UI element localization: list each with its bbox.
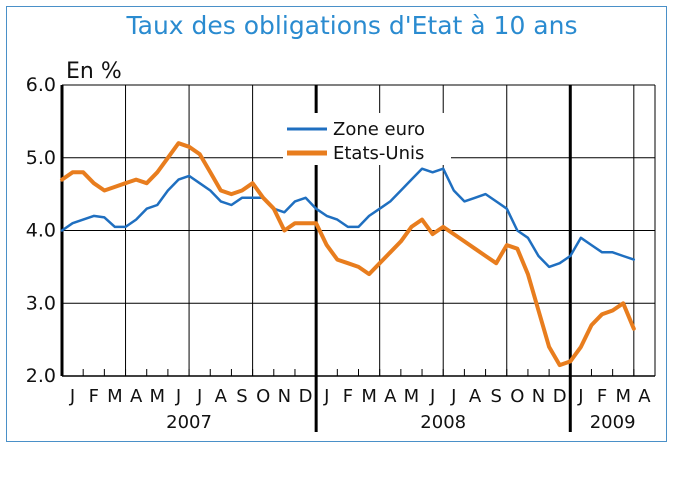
month-label: F xyxy=(597,386,607,407)
y-tick-label: 3.0 xyxy=(26,292,56,314)
y-tick-label: 6.0 xyxy=(26,74,56,96)
month-label: N xyxy=(278,386,291,407)
month-label: M xyxy=(150,386,166,407)
month-label: A xyxy=(384,386,397,407)
month-label: O xyxy=(256,386,270,407)
month-label: J xyxy=(429,386,435,407)
month-label: D xyxy=(553,386,567,407)
month-label: S xyxy=(490,386,501,407)
y-tick-label: 5.0 xyxy=(26,147,56,169)
month-label: O xyxy=(510,386,524,407)
series-line xyxy=(60,167,636,269)
month-label: J xyxy=(69,386,75,407)
month-label: J xyxy=(450,386,456,407)
y-tick-label: 4.0 xyxy=(26,220,56,242)
month-label: M xyxy=(361,386,377,407)
series-lines xyxy=(60,141,636,368)
month-label: F xyxy=(343,386,353,407)
month-label: J xyxy=(577,386,583,407)
month-label: M xyxy=(404,386,420,407)
month-label: S xyxy=(236,386,247,407)
month-label: J xyxy=(175,386,181,407)
month-label: J xyxy=(196,386,202,407)
legend: Zone euro Etats-Unis xyxy=(283,113,451,165)
month-label: D xyxy=(299,386,313,407)
month-label: M xyxy=(615,386,631,407)
legend-label: Etats-Unis xyxy=(333,143,424,164)
legend-background xyxy=(283,113,451,165)
month-label: M xyxy=(107,386,123,407)
month-label: J xyxy=(323,386,329,407)
unit-label: En % xyxy=(66,59,122,84)
chart-title: Taux des obligations d'Etat à 10 ans xyxy=(126,11,578,40)
year-label: 2008 xyxy=(420,412,466,433)
month-label: F xyxy=(89,386,99,407)
year-label: 2007 xyxy=(166,412,212,433)
chart-frame xyxy=(6,6,667,442)
y-tick-label: 2.0 xyxy=(26,365,56,387)
y-axis-ticks: 6.0 5.0 4.0 3.0 2.0 xyxy=(26,74,56,387)
month-label: A xyxy=(638,386,651,407)
legend-label: Zone euro xyxy=(333,119,425,140)
year-label: 2009 xyxy=(590,412,636,433)
series-line xyxy=(60,141,636,368)
month-label: N xyxy=(532,386,545,407)
month-label: A xyxy=(215,386,228,407)
month-label: A xyxy=(130,386,143,407)
month-label: A xyxy=(469,386,482,407)
